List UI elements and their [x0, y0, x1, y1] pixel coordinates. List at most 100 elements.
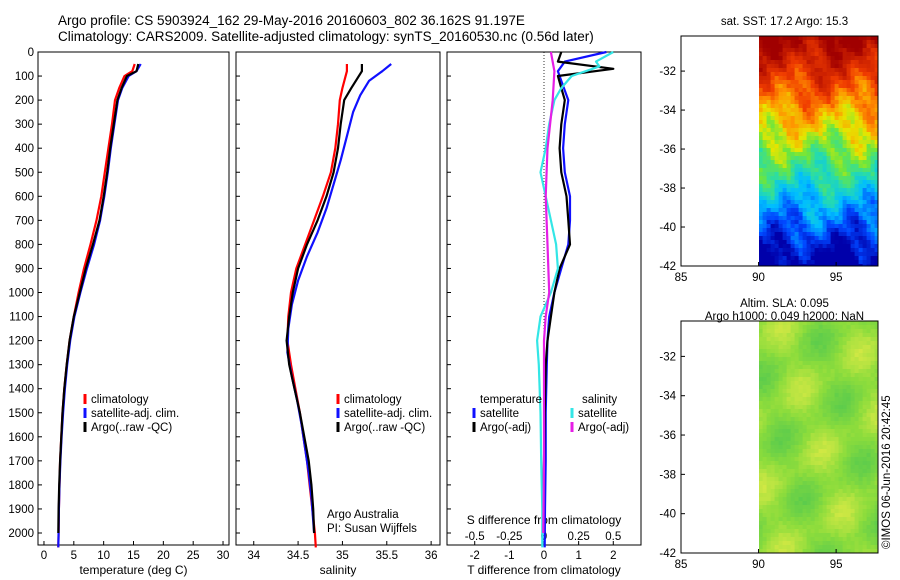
map-cell: [862, 529, 867, 534]
map-cell: [842, 465, 847, 470]
map-cell: [842, 160, 847, 165]
map-cell: [830, 184, 835, 189]
map-cell: [802, 389, 807, 394]
map-cell: [862, 485, 867, 490]
map-cell: [874, 92, 878, 97]
map-cell: [854, 409, 859, 414]
map-cell: [866, 397, 871, 402]
map-cell: [810, 417, 815, 422]
map-cell: [790, 513, 795, 518]
map-cell: [834, 120, 839, 125]
map-cell: [790, 425, 795, 430]
map-cell: [850, 36, 855, 41]
map-cell: [778, 212, 783, 217]
map-cell: [802, 457, 807, 462]
map-cell: [842, 445, 847, 450]
map-cell: [874, 453, 878, 458]
map-cell: [862, 252, 867, 257]
map-cell: [838, 385, 843, 390]
map-cell: [834, 485, 839, 490]
map-cell: [862, 152, 867, 157]
map-cell: [818, 200, 823, 205]
map-cell: [786, 136, 791, 141]
map-cell: [858, 437, 863, 442]
map-cell: [810, 361, 815, 366]
map-cell: [874, 529, 878, 534]
map-cell: [870, 357, 875, 362]
map-cell: [862, 240, 867, 245]
map-cell: [842, 232, 847, 237]
map-cell: [874, 445, 878, 450]
map-cell: [782, 232, 787, 237]
map-cell: [759, 200, 763, 205]
map-cell: [782, 393, 787, 398]
map-cell: [850, 104, 855, 109]
map-cell: [806, 44, 811, 49]
map-cell: [822, 124, 827, 129]
map-cell: [774, 349, 779, 354]
map-cell: [762, 184, 767, 189]
map-cell: [858, 244, 863, 249]
map-cell: [786, 537, 791, 542]
map-cell: [790, 220, 795, 225]
map-cell: [870, 461, 875, 466]
map-cell: [786, 457, 791, 462]
map-cell: [798, 401, 803, 406]
map-cell: [822, 224, 827, 229]
map-cell: [858, 341, 863, 346]
map-cell: [802, 337, 807, 342]
map-cell: [838, 521, 843, 526]
map-cell: [870, 200, 875, 205]
map-cell: [862, 212, 867, 217]
map-cell: [854, 188, 859, 193]
map-cell: [874, 365, 878, 370]
map-cell: [858, 549, 863, 553]
map-cell: [770, 216, 775, 221]
map-cell: [830, 256, 835, 261]
map-cell: [778, 393, 783, 398]
map-cell: [798, 417, 803, 422]
map-cell: [818, 256, 823, 261]
map-cell: [798, 76, 803, 81]
map-cell: [766, 349, 771, 354]
map-cell: [782, 349, 787, 354]
map-cell: [798, 168, 803, 173]
map-x-tick-label: 85: [675, 559, 688, 571]
map-cell: [778, 413, 783, 418]
map-cell: [782, 64, 787, 69]
map-cell: [770, 401, 775, 406]
map-cell: [786, 373, 791, 378]
map-cell: [774, 373, 779, 378]
map-cell: [858, 72, 863, 77]
map-cell: [802, 513, 807, 518]
map-cell: [830, 477, 835, 482]
map-cell: [794, 549, 799, 553]
map-cell: [858, 541, 863, 546]
map-cell: [854, 321, 859, 326]
map-cell: [810, 441, 815, 446]
map-cell: [834, 164, 839, 169]
map-cell: [762, 421, 767, 426]
map-cell: [830, 44, 835, 49]
map-cell: [814, 80, 819, 85]
map-cell: [854, 541, 859, 546]
map-cell: [759, 148, 763, 153]
map-cell: [842, 409, 847, 414]
map-cell: [818, 401, 823, 406]
map-cell: [810, 92, 815, 97]
map-cell: [834, 104, 839, 109]
map-x-tick-label: 95: [830, 272, 843, 284]
map-cell: [774, 128, 779, 133]
map-cell: [842, 449, 847, 454]
map-cell: [790, 473, 795, 478]
map-cell: [806, 465, 811, 470]
map-cell: [794, 477, 799, 482]
map-cell: [858, 148, 863, 153]
map-cell: [790, 168, 795, 173]
map-cell: [850, 485, 855, 490]
map-cell: [858, 433, 863, 438]
map-cell: [818, 100, 823, 105]
map-cell: [858, 160, 863, 165]
map-cell: [814, 104, 819, 109]
map-cell: [790, 196, 795, 201]
